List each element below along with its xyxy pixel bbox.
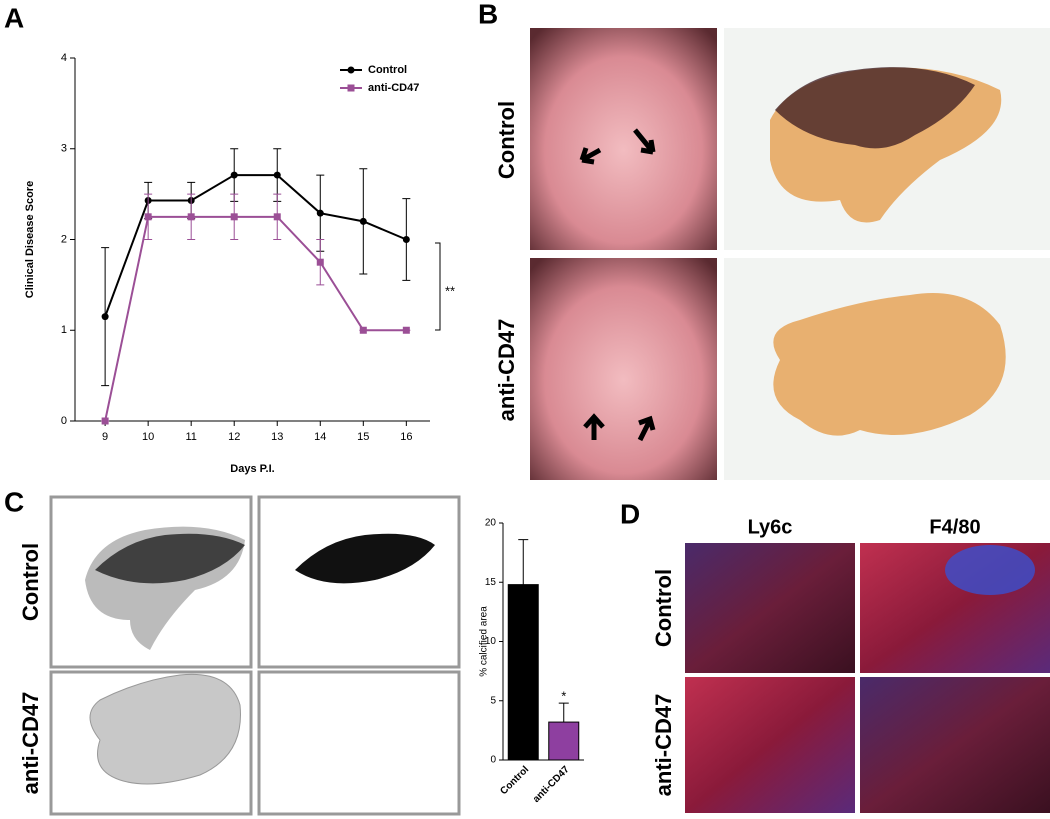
panel-label: C (4, 486, 24, 517)
x-tick-label: anti-CD47 (531, 764, 572, 805)
y-tick-label: 0 (61, 415, 67, 427)
marker (101, 313, 109, 321)
arrow (637, 415, 656, 442)
y-tick-label: 1 (61, 324, 67, 336)
calcification (775, 67, 975, 149)
x-tick-label: 10 (142, 431, 154, 443)
series-line (104, 174, 407, 317)
panel-label: D (620, 498, 640, 529)
tissue (89, 673, 241, 785)
x-tick-label: 14 (314, 431, 326, 443)
y-axis-label: Clinical Disease Score (24, 181, 36, 298)
y-tick-label: 3 (61, 143, 67, 155)
x-tick-label: 12 (228, 431, 240, 443)
marker (316, 258, 324, 266)
marker (230, 213, 238, 221)
x-tick-label: 13 (271, 431, 283, 443)
legend-marker (347, 66, 355, 74)
marker (144, 213, 152, 221)
photo (530, 258, 717, 480)
y-tick-label: 5 (490, 695, 496, 706)
series-line (104, 215, 407, 422)
column-label: Ly6c (748, 516, 793, 538)
y-tick-label: 10 (485, 636, 497, 647)
x-tick-label: 9 (102, 431, 108, 443)
row-label: anti-CD47 (651, 694, 676, 797)
marker (273, 213, 281, 221)
image-frame (257, 670, 461, 816)
marker (187, 213, 195, 221)
legend-marker (347, 84, 355, 92)
legend-label: anti-CD47 (368, 82, 419, 94)
marker (316, 209, 324, 217)
tissue (773, 293, 1006, 436)
panel-label: B (478, 0, 498, 29)
marker (402, 236, 410, 243)
annotation: * (561, 689, 566, 704)
y-tick-label: 15 (485, 577, 497, 588)
error-bar (558, 702, 569, 723)
marker (273, 171, 281, 179)
legend-label: Control (368, 64, 407, 76)
marker (101, 417, 109, 425)
y-tick-label: 20 (485, 518, 497, 529)
marker (359, 326, 367, 334)
y-tick-label: 4 (61, 52, 67, 64)
x-tick-label: 15 (357, 431, 369, 443)
column-label: F4/80 (929, 516, 980, 538)
x-axis-label: Days P.I. (230, 463, 274, 475)
calcification (95, 533, 245, 584)
nuclei (945, 545, 1035, 595)
calcification (295, 533, 435, 584)
x-tick-label: 16 (400, 431, 412, 443)
bar (548, 721, 580, 761)
fluorescence-image (685, 543, 855, 673)
y-axis-label: % calcified area (479, 606, 490, 677)
annotation: ** (445, 283, 455, 298)
marker (230, 171, 238, 179)
significance-bracket (435, 242, 441, 331)
marker (402, 326, 410, 334)
row-label: Control (651, 569, 676, 647)
row-label: anti-CD47 (494, 319, 519, 422)
photo (530, 28, 717, 250)
row-label: Control (494, 101, 519, 179)
bar (507, 584, 539, 761)
error-bar (518, 539, 529, 585)
row-label: Control (18, 543, 43, 621)
x-tick-label: 11 (185, 431, 196, 443)
x-tick-label: Control (498, 764, 531, 797)
panel-label: A (4, 2, 24, 33)
fluorescence-image (685, 677, 855, 813)
row-label: anti-CD47 (18, 692, 43, 795)
y-tick-label: 0 (490, 755, 496, 766)
arrow (583, 413, 605, 440)
y-tick-label: 2 (61, 233, 67, 245)
arrow (579, 147, 602, 165)
arrow (633, 128, 656, 155)
fluorescence-image (860, 677, 1050, 813)
marker (359, 217, 367, 225)
